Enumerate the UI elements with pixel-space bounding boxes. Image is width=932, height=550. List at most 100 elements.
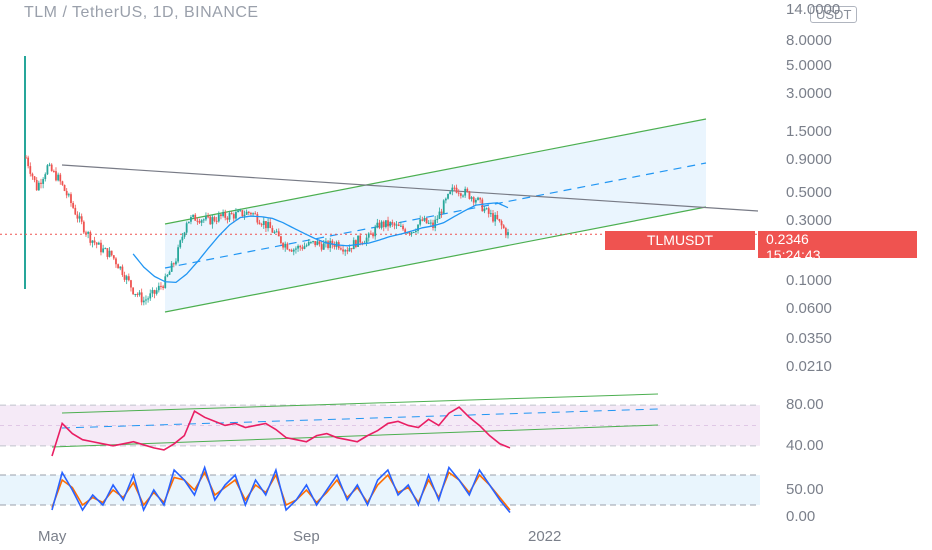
candle-body <box>485 208 488 210</box>
rsi-line <box>51 406 511 457</box>
stoch-axis-tick: 0.00 <box>786 508 816 525</box>
candle-body <box>37 182 40 191</box>
price-axis-tick: 14.0000 <box>786 1 841 18</box>
candle-body <box>147 298 150 300</box>
candle-body <box>414 230 417 233</box>
candle-body <box>104 248 107 250</box>
candle-body <box>474 199 477 203</box>
candle-body <box>245 211 248 215</box>
candle-body <box>254 213 257 215</box>
candle-body <box>44 174 47 180</box>
channel-lower <box>164 206 707 313</box>
candle-body <box>217 214 220 222</box>
candle-body <box>190 216 192 222</box>
candle-body <box>492 213 494 222</box>
candle-body <box>125 276 128 280</box>
candle-body <box>412 232 415 234</box>
candle-body <box>224 212 227 218</box>
candle-body <box>213 217 216 221</box>
candle-body <box>384 220 387 228</box>
candle-body <box>348 248 351 252</box>
candle-body <box>132 287 135 295</box>
candle-body <box>179 240 182 248</box>
candle-body <box>140 292 143 303</box>
time-axis-tick: 2022 <box>528 528 562 545</box>
price-axis-tick: 0.9000 <box>786 151 832 169</box>
candle-body <box>80 216 83 222</box>
candle-body <box>280 236 282 244</box>
candle-body <box>269 222 272 229</box>
candle-body <box>406 232 409 234</box>
candle-body <box>288 249 291 251</box>
candle-body <box>211 217 214 225</box>
candle-body <box>65 190 68 196</box>
rsi-channel-mid <box>61 408 659 429</box>
candle-body <box>63 184 66 191</box>
candle-body <box>228 213 231 220</box>
candle-body <box>168 271 171 275</box>
candle-body <box>423 217 426 221</box>
candle-body <box>95 242 98 245</box>
candle-body <box>408 232 411 234</box>
candle-body <box>295 248 297 250</box>
candle-body <box>123 274 126 280</box>
candle-body <box>145 299 147 301</box>
candle-body <box>290 250 293 252</box>
candle-body <box>153 290 156 294</box>
candle-body <box>346 250 349 252</box>
candle-body <box>399 225 402 227</box>
candle-body <box>459 193 462 196</box>
candle-body <box>40 182 42 184</box>
candle-body <box>361 242 364 244</box>
candle-body <box>359 235 362 243</box>
candle-body <box>357 235 359 247</box>
candle-body <box>200 220 203 223</box>
candle-body <box>106 248 109 257</box>
candle-body <box>262 221 265 225</box>
candle-body <box>119 266 122 269</box>
candle-body <box>453 187 456 189</box>
candle-body <box>372 233 374 237</box>
price-axis-tick: 0.0210 <box>786 357 832 375</box>
price-axis-tick: 1.5000 <box>786 123 832 141</box>
candle-body <box>247 211 250 213</box>
candle-body <box>78 216 81 219</box>
candle-body <box>442 200 445 214</box>
candle-body <box>93 240 96 243</box>
candle-body <box>183 232 186 237</box>
candle-body <box>427 222 430 224</box>
candle-body <box>172 263 175 265</box>
candle-body <box>67 194 70 196</box>
candle-body <box>267 222 269 229</box>
symbol-tag: TLMUSDT <box>605 231 755 250</box>
candle-body <box>466 188 469 192</box>
candle-body <box>29 166 32 174</box>
price-tag-value: 0.2346 <box>766 231 809 247</box>
candle-body <box>155 290 158 294</box>
candle-body <box>342 249 344 252</box>
candle-body <box>307 241 310 246</box>
moving-average-line <box>132 202 509 284</box>
candle-body <box>393 223 396 226</box>
candle-body <box>42 179 45 184</box>
candle-body <box>207 216 209 218</box>
candle-body <box>389 222 392 227</box>
candle-body <box>162 286 165 289</box>
rsi-channel-lower <box>51 424 659 448</box>
candle-body <box>395 224 398 226</box>
candle-body <box>365 237 368 243</box>
candle-body <box>192 214 194 217</box>
candle-body <box>314 241 317 246</box>
candle-body <box>112 255 115 259</box>
candle-body <box>316 241 319 246</box>
currency-badge[interactable]: USDT <box>810 6 858 23</box>
candle-body <box>110 250 113 256</box>
candle-body <box>470 197 473 199</box>
candle-body <box>282 243 284 248</box>
candle-body <box>329 240 332 248</box>
candle-body <box>310 241 312 243</box>
candle-body <box>402 225 404 230</box>
channel-midline <box>164 162 707 269</box>
candle-body <box>52 171 55 173</box>
